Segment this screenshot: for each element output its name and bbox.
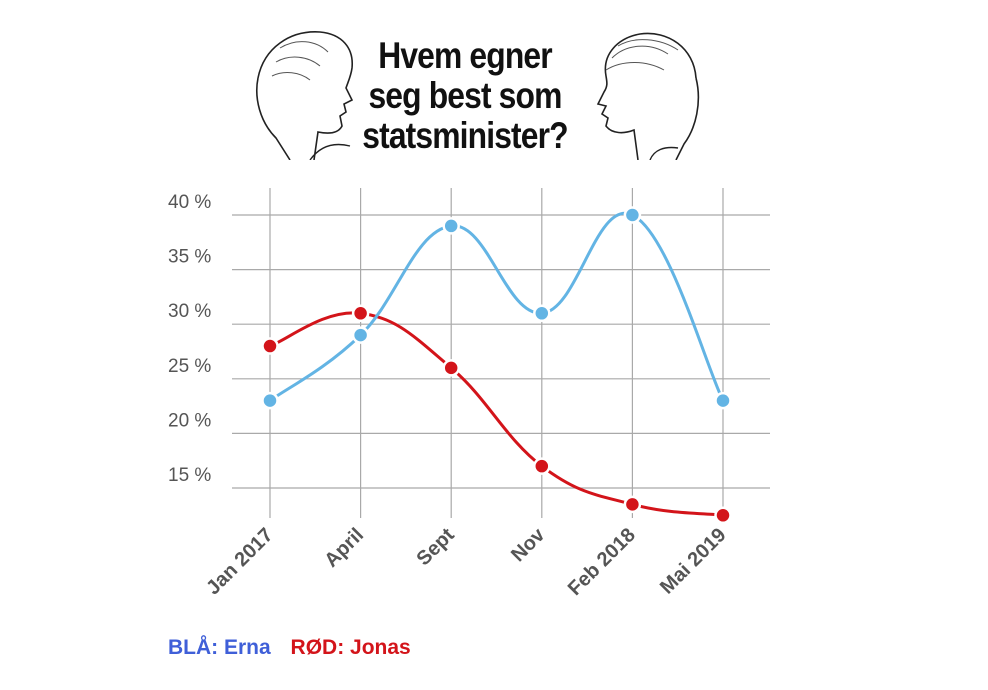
series-1-point-5 <box>714 506 732 525</box>
series-1-point-0 <box>261 337 279 355</box>
y-tick-label-20: 20 % <box>168 410 211 431</box>
y-tick-label-15: 15 % <box>168 465 211 486</box>
series-0-point-1 <box>351 326 370 344</box>
series-1-point-3 <box>533 457 551 475</box>
chart-title: Hvem egner seg best som statsminister? <box>362 36 568 156</box>
title-line-3: statsminister? <box>362 115 568 156</box>
series-0-point-2 <box>442 217 460 235</box>
title-line-2: seg best som <box>368 75 562 116</box>
debate-illustration <box>256 31 700 161</box>
legend: BLÅ: Erna RØD: Jonas <box>168 636 411 660</box>
legend-blue-label: BLÅ: Erna <box>168 636 271 659</box>
legend-red-label: RØD: Jonas <box>290 636 411 659</box>
series-0-point-5 <box>714 391 732 410</box>
x-tick-label-2: Sept <box>413 524 459 570</box>
series-1-point-1 <box>351 304 370 323</box>
x-tick-label-4: Feb 2018 <box>564 524 640 600</box>
x-tick-label-1: April <box>320 524 368 572</box>
series-0-point-3 <box>533 304 551 323</box>
y-tick-label-40: 40 % <box>168 192 211 213</box>
y-tick-label-25: 25 % <box>168 356 211 377</box>
x-tick-label-0: Jan 2017 <box>202 524 277 599</box>
series-line-1 <box>269 311 724 517</box>
x-tick-label-5: Mai 2019 <box>656 524 731 599</box>
y-tick-label-35: 35 % <box>168 247 211 268</box>
y-tick-label-30: 30 % <box>168 301 211 322</box>
series-line-0 <box>269 211 725 402</box>
series-0-point-4 <box>623 206 642 224</box>
x-tick-label-3: Nov <box>507 523 550 566</box>
series-1-point-2 <box>442 359 460 377</box>
header-illustration <box>250 18 705 161</box>
series-0-point-0 <box>261 391 279 410</box>
series-1-point-4 <box>623 495 642 514</box>
title-line-1: Hvem egner <box>378 35 552 76</box>
